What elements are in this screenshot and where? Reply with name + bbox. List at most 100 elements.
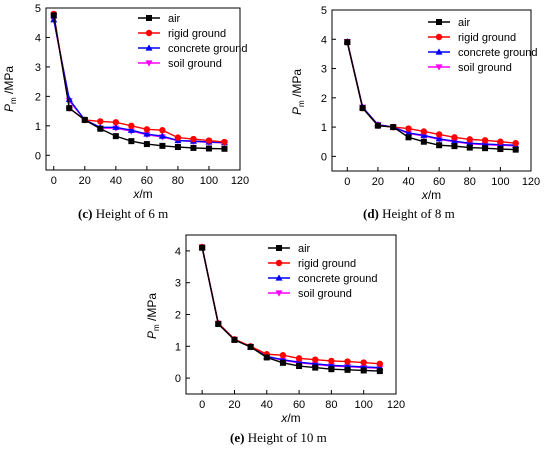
data-point [435, 131, 443, 138]
data-point [112, 123, 120, 130]
legend-label: air [458, 17, 471, 29]
data-point [50, 12, 57, 19]
data-point [466, 136, 473, 143]
data-point [451, 134, 458, 141]
data-point [143, 130, 151, 137]
data-point [190, 135, 197, 143]
data-point [497, 138, 504, 145]
legend-label: concrete ground [298, 273, 378, 285]
caption-d: (d) Height of 8 m [363, 206, 455, 222]
series-air [199, 244, 383, 375]
legend-marker [276, 245, 282, 251]
x-axis-label: x/m [132, 187, 152, 201]
data-point [466, 144, 473, 151]
series-air [344, 39, 519, 153]
data-point [159, 127, 166, 134]
data-point [263, 354, 270, 361]
x-tick-label: 0 [344, 176, 350, 188]
legend-marker [145, 29, 153, 37]
x-tick-label: 40 [110, 175, 122, 187]
data-point [279, 352, 287, 359]
x-tick-label: 20 [228, 399, 240, 411]
data-point [112, 133, 119, 140]
y-tick-label: 2 [175, 310, 181, 322]
caption-e-text: Height of 10 m [244, 430, 327, 445]
data-point [390, 124, 397, 131]
legend-marker [145, 44, 153, 51]
x-tick-label: 60 [293, 399, 305, 411]
caption-e-letter: (e) [230, 430, 245, 445]
data-point [296, 363, 303, 370]
y-tick-label: 0 [321, 151, 327, 163]
y-tick-label: 1 [35, 121, 41, 133]
legend-label: soil ground [298, 288, 352, 300]
x-axis-label: x/m [280, 411, 300, 425]
legend: air rigid ground concrete ground soil groun… [138, 13, 248, 70]
x-tick-label: 0 [199, 399, 205, 411]
legend-label: rigid ground [458, 32, 516, 44]
legend-label: air [168, 13, 181, 25]
y-tick-label: 0 [175, 373, 181, 385]
data-point [481, 137, 489, 144]
data-point [81, 116, 88, 123]
x-tick-label: 120 [387, 399, 405, 411]
y-tick-label: 4 [175, 246, 181, 258]
data-point [174, 144, 181, 151]
y-tick-label: 3 [321, 64, 327, 76]
data-point [435, 135, 443, 142]
legend-label: rigid ground [168, 28, 226, 40]
data-point [312, 356, 319, 363]
caption-c-letter: (c) [78, 206, 93, 221]
x-tick-label: 120 [231, 175, 249, 187]
x-tick-label: 60 [141, 175, 153, 187]
x-tick-label: 80 [325, 399, 337, 411]
y-tick-label: 5 [321, 5, 327, 17]
data-point [190, 144, 197, 151]
x-tick-label: 40 [402, 176, 414, 188]
y-tick-label: 5 [35, 3, 41, 15]
legend-label: concrete ground [458, 47, 538, 59]
x-tick-label: 60 [433, 176, 445, 188]
legend-marker [275, 290, 283, 297]
data-point [497, 146, 504, 153]
y-tick-label: 1 [175, 341, 181, 353]
x-tick-label: 20 [79, 175, 91, 187]
data-point [360, 359, 367, 366]
data-point [482, 145, 489, 152]
data-point [247, 343, 254, 350]
data-point [359, 105, 366, 112]
data-point [97, 118, 104, 125]
data-point [512, 146, 519, 153]
data-point [221, 145, 228, 152]
data-point [466, 139, 474, 146]
data-point [215, 321, 222, 328]
legend-label: air [298, 243, 311, 255]
data-point [328, 366, 335, 373]
y-axis-label: Pm /MPa [290, 69, 306, 115]
data-point [158, 132, 166, 139]
y-tick-label: 4 [321, 34, 327, 46]
data-point [328, 357, 335, 365]
legend: air rigid ground concrete ground soil groun… [268, 243, 378, 300]
data-point [374, 122, 381, 129]
x-tick-label: 100 [355, 399, 373, 411]
data-point [512, 139, 519, 147]
data-point [344, 358, 351, 365]
data-point [360, 367, 367, 374]
y-tick-label: 1 [321, 122, 327, 134]
legend-label: soil ground [168, 58, 222, 70]
series-air [50, 12, 228, 152]
chart-panel-2: 0 20 40 60 80 100 120 0 1 2 3 4 x/m Pm /MPa air rigid g… [145, 234, 405, 425]
data-point [205, 137, 213, 144]
caption-c: (c) Height of 6 m [78, 206, 168, 222]
legend-marker [435, 33, 443, 41]
y-tick-label: 2 [321, 93, 327, 105]
x-tick-label: 20 [372, 176, 384, 188]
y-tick-label: 4 [35, 32, 41, 44]
chart-panel-0: 0 20 40 60 80 100 120 0 1 2 3 4 5 x/m Pm /MPa air rigid … [2, 3, 249, 201]
data-point [451, 143, 458, 150]
legend-marker [435, 48, 443, 55]
plot-frame [331, 9, 532, 172]
data-point [436, 142, 443, 149]
